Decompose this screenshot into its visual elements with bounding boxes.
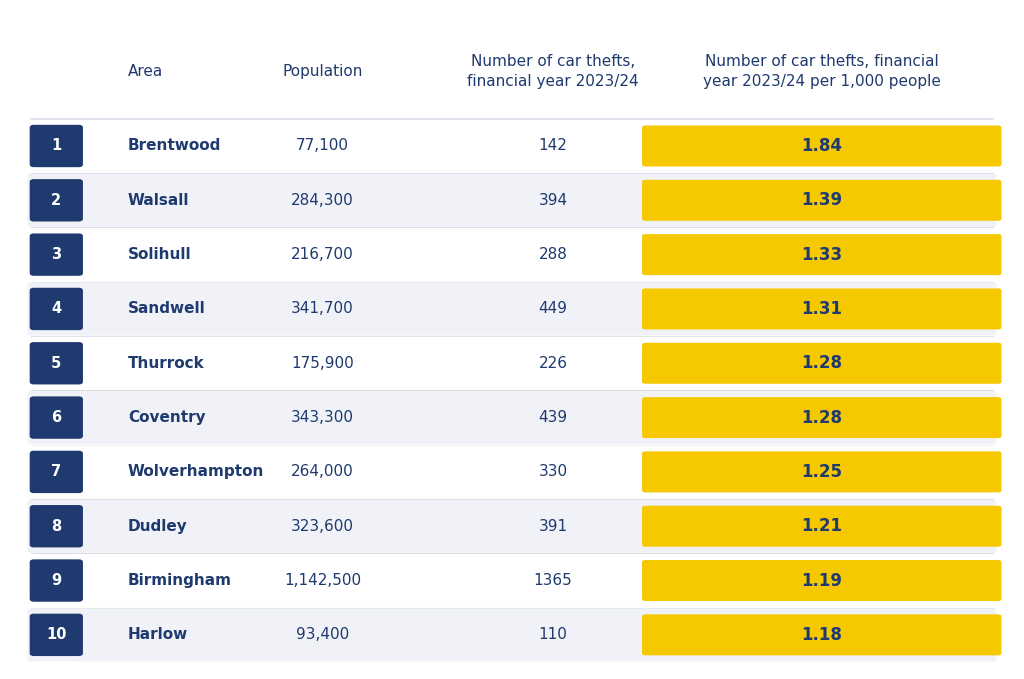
FancyBboxPatch shape xyxy=(642,343,1001,384)
Text: 1.84: 1.84 xyxy=(801,137,843,155)
FancyBboxPatch shape xyxy=(30,125,83,167)
Text: 4: 4 xyxy=(51,301,61,316)
Text: 1.31: 1.31 xyxy=(801,300,843,318)
Text: 264,000: 264,000 xyxy=(291,464,354,479)
Text: Number of car thefts, financial
year 2023/24 per 1,000 people: Number of car thefts, financial year 202… xyxy=(702,54,941,89)
Text: 226: 226 xyxy=(539,356,567,371)
FancyBboxPatch shape xyxy=(30,614,83,656)
Text: 323,600: 323,600 xyxy=(291,519,354,534)
Text: 391: 391 xyxy=(539,519,567,534)
FancyBboxPatch shape xyxy=(28,500,996,553)
Text: 341,700: 341,700 xyxy=(291,301,354,316)
FancyBboxPatch shape xyxy=(30,342,83,384)
Text: 330: 330 xyxy=(539,464,567,479)
FancyBboxPatch shape xyxy=(28,282,996,335)
Text: 1.19: 1.19 xyxy=(801,572,843,589)
Text: 110: 110 xyxy=(539,627,567,642)
Text: 3: 3 xyxy=(51,247,61,262)
FancyBboxPatch shape xyxy=(30,559,83,602)
FancyBboxPatch shape xyxy=(642,180,1001,221)
Text: Wolverhampton: Wolverhampton xyxy=(128,464,264,479)
Text: 93,400: 93,400 xyxy=(296,627,349,642)
FancyBboxPatch shape xyxy=(28,120,996,172)
Text: 8: 8 xyxy=(51,519,61,534)
FancyBboxPatch shape xyxy=(28,608,996,661)
FancyBboxPatch shape xyxy=(642,452,1001,492)
Text: Solihull: Solihull xyxy=(128,247,191,262)
Text: 77,100: 77,100 xyxy=(296,139,349,153)
Text: 10: 10 xyxy=(46,627,67,642)
FancyBboxPatch shape xyxy=(642,506,1001,547)
FancyBboxPatch shape xyxy=(642,397,1001,438)
Text: 1.39: 1.39 xyxy=(801,191,843,209)
Text: 7: 7 xyxy=(51,464,61,479)
Text: 5: 5 xyxy=(51,356,61,371)
FancyBboxPatch shape xyxy=(30,505,83,547)
Text: Sandwell: Sandwell xyxy=(128,301,206,316)
FancyBboxPatch shape xyxy=(28,445,996,498)
Text: Coventry: Coventry xyxy=(128,410,206,425)
FancyBboxPatch shape xyxy=(642,560,1001,601)
Text: Area: Area xyxy=(128,64,163,79)
Text: Walsall: Walsall xyxy=(128,193,189,208)
Text: 6: 6 xyxy=(51,410,61,425)
FancyBboxPatch shape xyxy=(642,126,1001,166)
Text: 1.21: 1.21 xyxy=(801,517,843,535)
Text: 1: 1 xyxy=(51,139,61,153)
FancyBboxPatch shape xyxy=(28,391,996,444)
Text: 1.25: 1.25 xyxy=(801,463,843,481)
Text: Brentwood: Brentwood xyxy=(128,139,221,153)
FancyBboxPatch shape xyxy=(28,554,996,607)
Text: Dudley: Dudley xyxy=(128,519,187,534)
Text: 439: 439 xyxy=(539,410,567,425)
FancyBboxPatch shape xyxy=(642,289,1001,329)
FancyBboxPatch shape xyxy=(30,451,83,493)
FancyBboxPatch shape xyxy=(30,288,83,330)
Text: 394: 394 xyxy=(539,193,567,208)
FancyBboxPatch shape xyxy=(28,174,996,227)
Text: 1365: 1365 xyxy=(534,573,572,588)
Text: 216,700: 216,700 xyxy=(291,247,354,262)
FancyBboxPatch shape xyxy=(28,228,996,281)
Text: Harlow: Harlow xyxy=(128,627,188,642)
Text: 449: 449 xyxy=(539,301,567,316)
Text: 1.18: 1.18 xyxy=(802,626,842,644)
Text: 1,142,500: 1,142,500 xyxy=(284,573,361,588)
Text: 288: 288 xyxy=(539,247,567,262)
Text: 1.28: 1.28 xyxy=(801,409,843,426)
Text: 343,300: 343,300 xyxy=(291,410,354,425)
Text: 142: 142 xyxy=(539,139,567,153)
Text: 2: 2 xyxy=(51,193,61,208)
Text: Number of car thefts,
financial year 2023/24: Number of car thefts, financial year 202… xyxy=(467,54,639,89)
Text: 9: 9 xyxy=(51,573,61,588)
FancyBboxPatch shape xyxy=(30,179,83,221)
Text: 1.28: 1.28 xyxy=(801,354,843,372)
Text: Birmingham: Birmingham xyxy=(128,573,232,588)
Text: Thurrock: Thurrock xyxy=(128,356,205,371)
Text: 284,300: 284,300 xyxy=(291,193,354,208)
Text: 175,900: 175,900 xyxy=(291,356,354,371)
Text: Population: Population xyxy=(283,64,362,79)
FancyBboxPatch shape xyxy=(642,234,1001,275)
FancyBboxPatch shape xyxy=(30,397,83,439)
FancyBboxPatch shape xyxy=(28,337,996,390)
FancyBboxPatch shape xyxy=(30,234,83,276)
Text: 1.33: 1.33 xyxy=(801,246,843,263)
FancyBboxPatch shape xyxy=(642,614,1001,655)
